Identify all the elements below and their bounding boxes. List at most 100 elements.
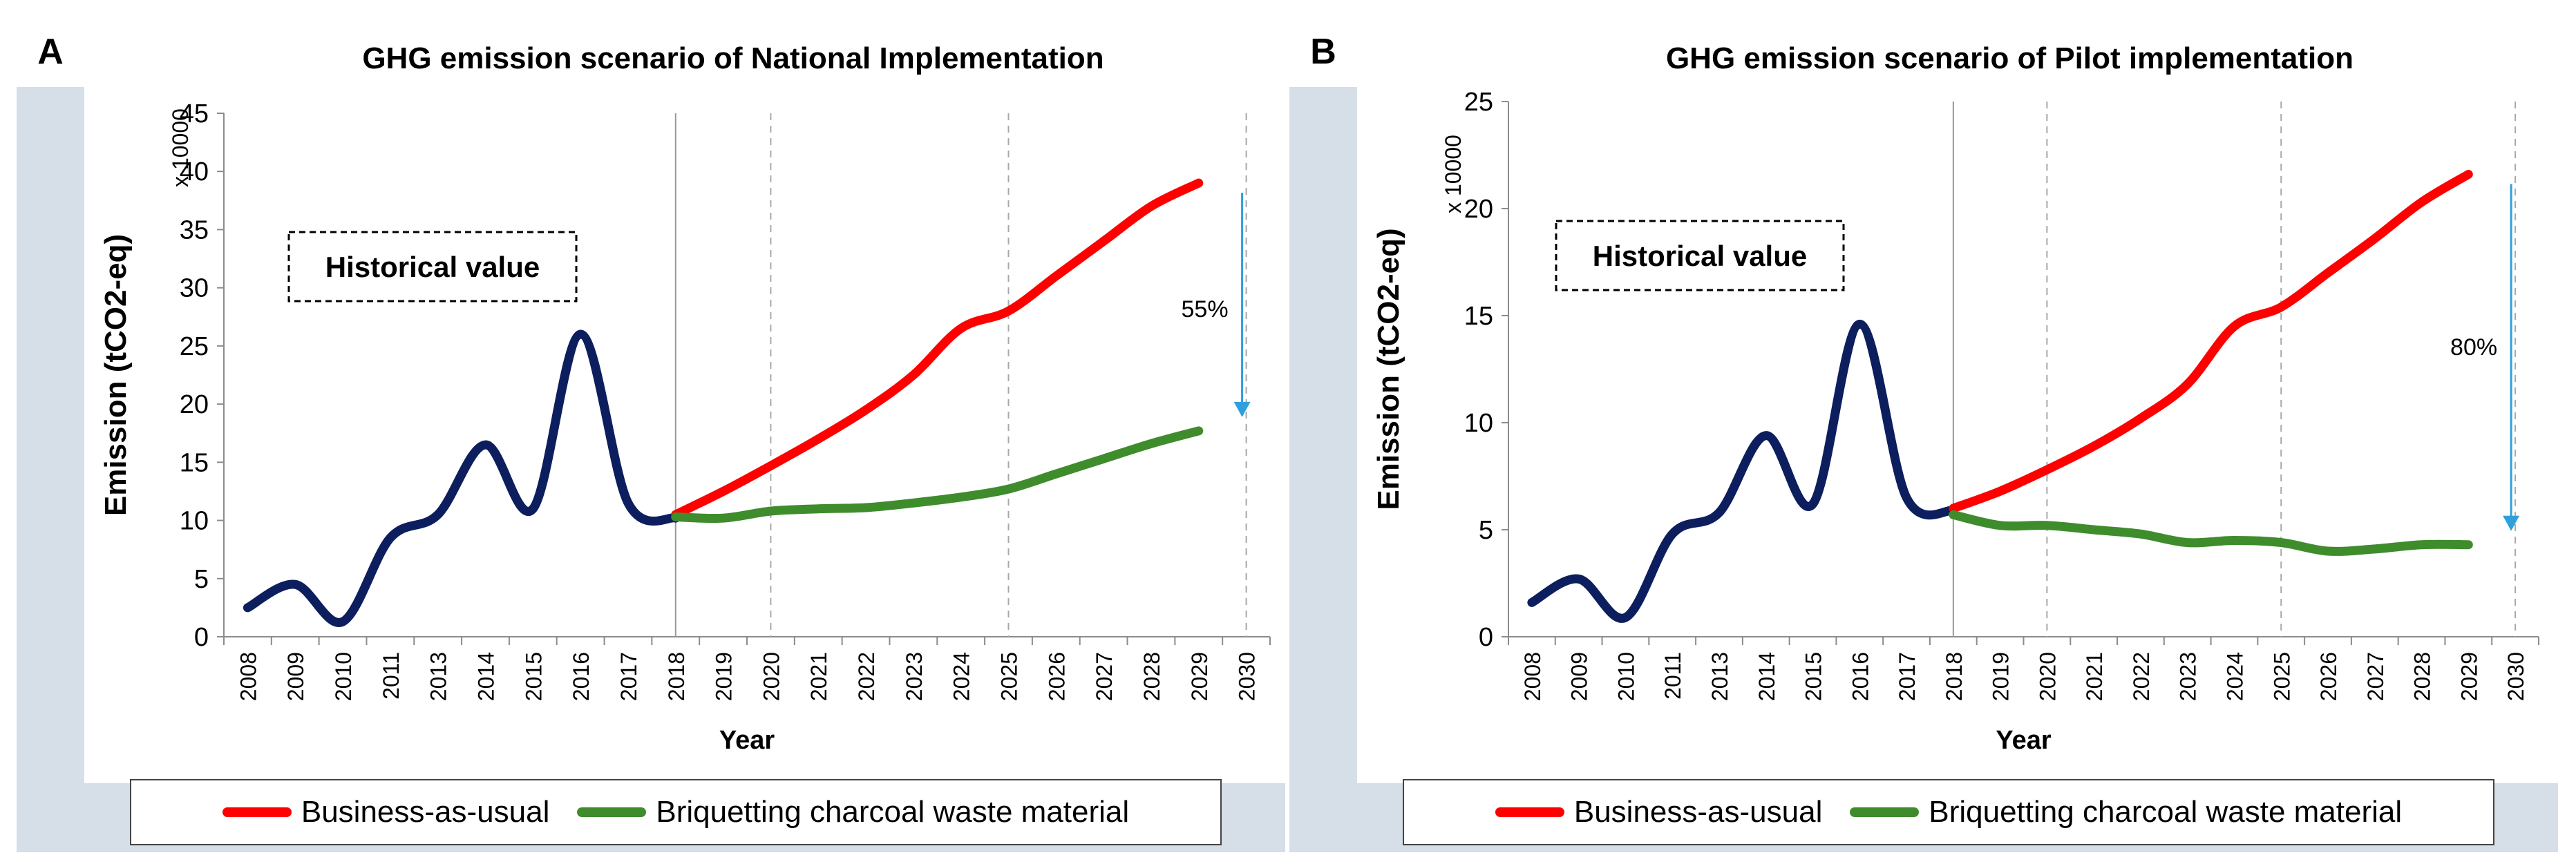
historical-annotation-box bbox=[1555, 220, 1845, 291]
x-tick-label: 2029 bbox=[2456, 652, 2481, 701]
y-axis-title: Emission (tCO2-eq) bbox=[1372, 228, 1405, 510]
series-line-historical bbox=[243, 329, 681, 627]
x-tick-label: 2015 bbox=[521, 652, 546, 701]
panel-a: A GHG emission scenario of National Impl… bbox=[17, 17, 1285, 852]
x-tick-label: 2014 bbox=[1754, 652, 1779, 701]
x-tick-label: 2011 bbox=[1660, 652, 1685, 700]
x-tick-label: 2022 bbox=[854, 652, 879, 701]
series-line-briquetting bbox=[1949, 510, 2473, 556]
x-tick-label: 2025 bbox=[2269, 652, 2294, 701]
y-tick-label: 10 bbox=[1464, 409, 1493, 438]
x-tick-label: 2008 bbox=[1520, 652, 1545, 701]
legend-item-bau: Business-as-usual bbox=[222, 795, 550, 829]
x-tick-label: 2021 bbox=[2082, 652, 2107, 701]
legend-label-briquetting: Briquetting charcoal waste material bbox=[1929, 795, 2403, 829]
y-tick-label: 5 bbox=[1479, 516, 1493, 545]
x-tick-label: 2009 bbox=[283, 652, 308, 701]
y-tick-label: 0 bbox=[194, 623, 209, 652]
chart-area-b: GHG emission scenario of Pilot implement… bbox=[1357, 17, 2558, 783]
legend-item-briquetting: Briquetting charcoal waste material bbox=[1850, 795, 2402, 829]
y-tick-label: 15 bbox=[1464, 302, 1493, 331]
x-tick-label: 2030 bbox=[1235, 652, 1260, 701]
panel-letter-b: B bbox=[1289, 17, 1357, 87]
chart-area-a: GHG emission scenario of National Implem… bbox=[84, 17, 1285, 783]
chart-svg-b: GHG emission scenario of Pilot implement… bbox=[1372, 41, 2539, 755]
x-tick-label: 2023 bbox=[2176, 652, 2201, 701]
x-tick-label: 2030 bbox=[2503, 652, 2528, 701]
x-tick-label: 2009 bbox=[1567, 652, 1592, 701]
x-tick-label: 2027 bbox=[2363, 652, 2388, 701]
y-axis-multiplier: x 10000 bbox=[1441, 135, 1466, 213]
y-tick-label: 20 bbox=[180, 390, 209, 419]
x-tick-label: 2024 bbox=[2222, 652, 2247, 701]
reduction-arrow-head bbox=[1233, 401, 1251, 417]
x-tick-label: 2020 bbox=[759, 652, 784, 701]
legend-label-bau: Business-as-usual bbox=[1573, 795, 1823, 829]
x-tick-label: 2010 bbox=[331, 652, 356, 701]
legend-item-bau: Business-as-usual bbox=[1495, 795, 1823, 829]
legend-b: Business-as-usual Briquetting charcoal w… bbox=[1403, 779, 2494, 845]
x-tick-label: 2008 bbox=[236, 652, 261, 701]
reduction-percent-label: 80% bbox=[2450, 334, 2497, 361]
x-tick-label: 2013 bbox=[426, 652, 451, 701]
y-tick-label: 35 bbox=[180, 215, 209, 244]
x-tick-label: 2028 bbox=[2410, 652, 2435, 701]
y-axis-multiplier: x 10000 bbox=[168, 108, 193, 187]
y-tick-label: 15 bbox=[180, 448, 209, 477]
x-tick-label: 2016 bbox=[1848, 652, 1873, 701]
x-tick-label: 2016 bbox=[569, 652, 594, 701]
legend-label-bau: Business-as-usual bbox=[301, 795, 550, 829]
y-tick-label: 0 bbox=[1479, 623, 1493, 652]
x-tick-label: 2023 bbox=[902, 652, 927, 701]
y-tick-label: 30 bbox=[180, 274, 209, 303]
x-tick-label: 2024 bbox=[949, 652, 974, 701]
chart-title: GHG emission scenario of Pilot implement… bbox=[1666, 41, 2354, 75]
x-tick-label: 2020 bbox=[2035, 652, 2060, 701]
y-tick-label: 5 bbox=[194, 565, 209, 594]
x-axis-title: Year bbox=[1996, 726, 2052, 755]
x-tick-label: 2026 bbox=[1044, 652, 1069, 701]
x-tick-label: 2017 bbox=[1895, 652, 1920, 701]
series-line-bau bbox=[1949, 169, 2473, 513]
panel-b: B GHG emission scenario of Pilot impleme… bbox=[1289, 17, 2558, 852]
x-tick-label: 2018 bbox=[664, 652, 689, 701]
historical-annotation-label: Historical value bbox=[325, 251, 540, 283]
legend-a: Business-as-usual Briquetting charcoal w… bbox=[130, 779, 1222, 845]
y-tick-label: 45 bbox=[180, 99, 209, 128]
x-tick-label: 2029 bbox=[1187, 652, 1212, 701]
legend-label-briquetting: Briquetting charcoal waste material bbox=[656, 795, 1130, 829]
y-tick-label: 25 bbox=[1464, 88, 1493, 117]
series-line-bau bbox=[671, 178, 1204, 519]
x-tick-label: 2019 bbox=[1989, 652, 2014, 701]
legend-swatch-bau bbox=[222, 807, 292, 817]
reduction-arrow-head bbox=[2503, 515, 2520, 531]
y-tick-label: 25 bbox=[180, 332, 209, 361]
series-line-historical bbox=[1527, 319, 1958, 623]
y-axis-title: Emission (tCO2-eq) bbox=[99, 234, 133, 516]
y-tick-label: 10 bbox=[180, 507, 209, 536]
x-tick-label: 2013 bbox=[1707, 652, 1732, 701]
historical-annotation-box bbox=[287, 231, 578, 303]
legend-swatch-briquetting bbox=[577, 807, 647, 817]
legend-item-briquetting: Briquetting charcoal waste material bbox=[577, 795, 1129, 829]
x-tick-label: 2014 bbox=[474, 652, 499, 701]
chart-svg-a: GHG emission scenario of National Implem… bbox=[99, 41, 1271, 755]
x-tick-label: 2026 bbox=[2316, 652, 2341, 701]
panel-letter-a: A bbox=[17, 17, 84, 87]
series-line-briquetting bbox=[671, 426, 1204, 524]
historical-annotation-label: Historical value bbox=[1593, 240, 1807, 272]
x-tick-label: 2011 bbox=[379, 652, 404, 700]
x-tick-label: 2017 bbox=[616, 652, 641, 701]
x-axis-title: Year bbox=[719, 726, 775, 755]
y-tick-label: 40 bbox=[180, 157, 209, 186]
x-tick-label: 2025 bbox=[997, 652, 1022, 701]
x-tick-label: 2021 bbox=[806, 652, 831, 701]
x-tick-label: 2028 bbox=[1139, 652, 1164, 701]
legend-swatch-briquetting bbox=[1850, 807, 1920, 817]
x-tick-label: 2010 bbox=[1613, 652, 1638, 701]
x-tick-label: 2015 bbox=[1801, 652, 1826, 701]
x-tick-label: 2022 bbox=[2129, 652, 2154, 701]
x-tick-label: 2019 bbox=[712, 652, 737, 701]
reduction-percent-label: 55% bbox=[1182, 296, 1229, 323]
legend-swatch-bau bbox=[1495, 807, 1564, 817]
